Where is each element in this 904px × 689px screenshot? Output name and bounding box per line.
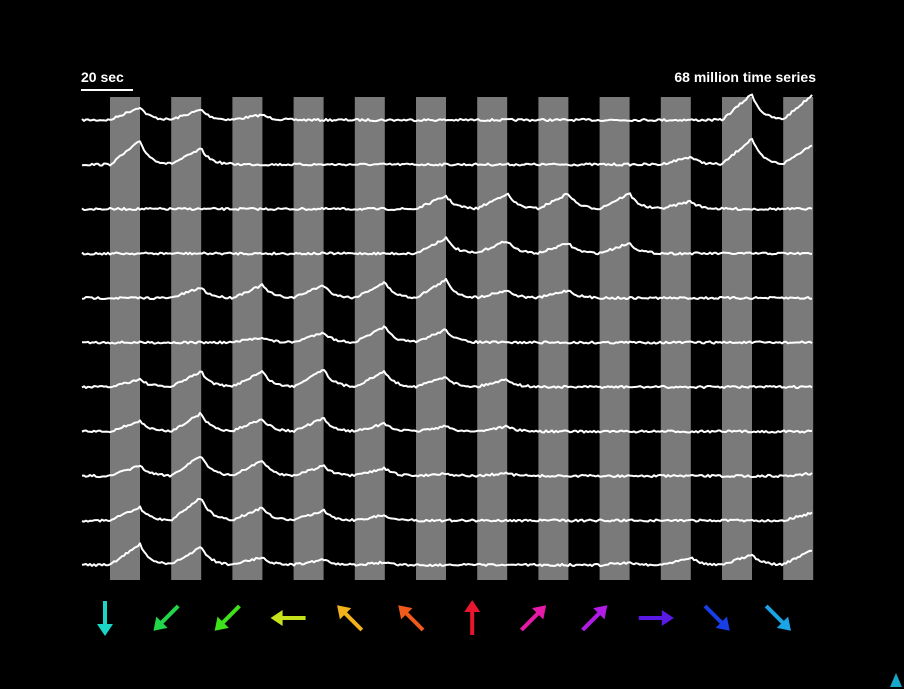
direction-arrow-up-left-icon (398, 605, 425, 632)
time-series-trace (82, 325, 813, 345)
direction-arrow-down-left-icon (153, 604, 180, 631)
time-series-trace (81, 192, 813, 211)
stimulus-bars (110, 97, 814, 580)
time-series-trace (81, 93, 813, 123)
direction-arrow-up-right-icon (519, 605, 547, 632)
direction-arrow-left-icon (270, 610, 306, 626)
time-series-trace (82, 455, 813, 479)
stimulus-bar (599, 97, 630, 580)
time-series-trace (81, 277, 813, 301)
stimulus-bar (110, 97, 140, 580)
traces (81, 93, 813, 568)
stimulus-bar (538, 97, 569, 580)
direction-arrow-down-icon (97, 601, 113, 636)
time-series-trace (81, 411, 813, 434)
scale-bar (81, 89, 133, 91)
time-series-trace (81, 542, 813, 568)
time-series-trace (81, 236, 813, 256)
direction-arrows (97, 600, 791, 636)
time-series-trace (81, 369, 813, 390)
direction-arrow-right-icon (638, 610, 674, 626)
scale-bar-label: 20 sec (81, 69, 124, 85)
direction-arrow-up-right-icon (581, 605, 608, 632)
corner-logo-icon (890, 673, 902, 687)
stimulus-bar (477, 97, 508, 580)
stimulus-bar (416, 97, 446, 580)
direction-arrow-down-right-icon (703, 604, 730, 631)
time-series-trace (81, 137, 813, 167)
stimulus-bar (722, 97, 752, 580)
stimulus-bar (783, 97, 814, 580)
direction-arrow-up-left-icon (337, 605, 364, 632)
stimulus-bar (293, 97, 324, 580)
direction-arrow-down-left-icon (214, 604, 241, 631)
stimulus-bar (660, 97, 691, 580)
direction-arrow-down-right-icon (764, 604, 791, 631)
stimulus-bar (171, 97, 202, 580)
direction-arrow-up-icon (464, 600, 481, 635)
figure-title: 68 million time series (674, 69, 816, 85)
time-series-trace (81, 498, 813, 523)
